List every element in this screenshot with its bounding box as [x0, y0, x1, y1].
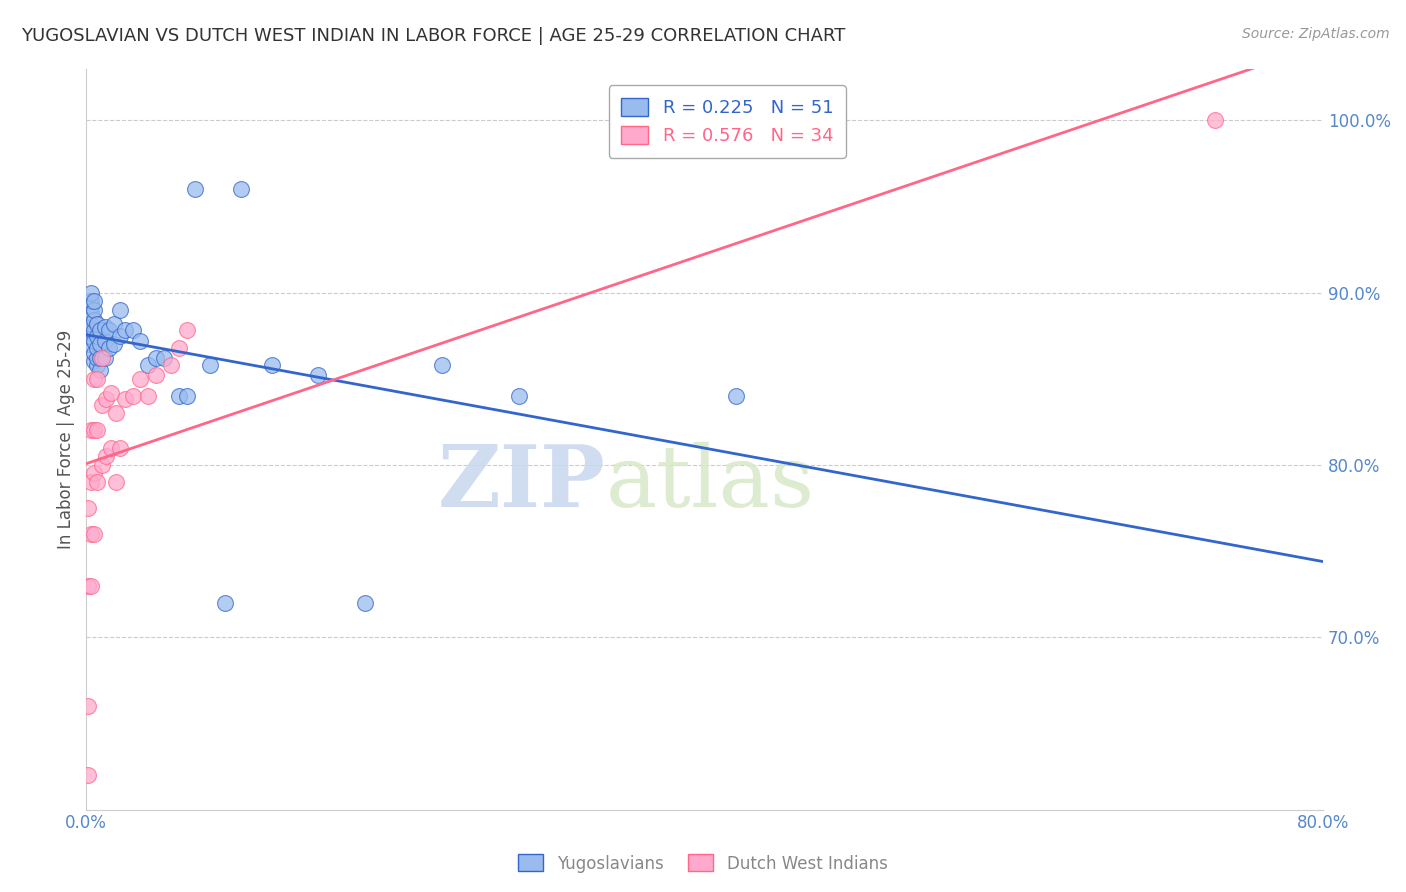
- Point: [80, 323, 103, 337]
- Point: [79, 337, 101, 351]
- Point: [98, 341, 121, 355]
- Point: [214, 596, 236, 610]
- Point: [136, 389, 159, 403]
- Point: [103, 317, 125, 331]
- Point: [79, 328, 101, 343]
- Point: [83, 323, 105, 337]
- Text: YUGOSLAVIAN VS DUTCH WEST INDIAN IN LABOR FORCE | AGE 25-29 CORRELATION CHART: YUGOSLAVIAN VS DUTCH WEST INDIAN IN LABO…: [21, 27, 845, 45]
- Point: [90, 398, 112, 412]
- Point: [121, 389, 143, 403]
- Point: [121, 323, 143, 337]
- Point: [80, 578, 103, 592]
- Point: [114, 323, 136, 337]
- Point: [80, 285, 103, 300]
- Point: [83, 334, 105, 348]
- Point: [90, 458, 112, 472]
- Point: [89, 337, 111, 351]
- Point: [83, 294, 105, 309]
- Point: [176, 323, 198, 337]
- Point: [94, 320, 117, 334]
- Text: ZIP: ZIP: [439, 442, 606, 525]
- Point: [83, 467, 105, 481]
- Point: [94, 334, 117, 348]
- Point: [83, 354, 105, 368]
- Point: [76, 768, 98, 782]
- Point: [198, 358, 221, 372]
- Point: [76, 500, 98, 515]
- Point: [183, 182, 205, 196]
- Point: [80, 306, 103, 320]
- Point: [167, 389, 190, 403]
- Point: [86, 424, 108, 438]
- Point: [100, 385, 122, 400]
- Point: [260, 358, 283, 372]
- Point: [152, 351, 174, 365]
- Point: [229, 182, 252, 196]
- Point: [94, 351, 117, 365]
- Point: [80, 299, 103, 313]
- Point: [430, 358, 453, 372]
- Point: [86, 341, 108, 355]
- Point: [83, 526, 105, 541]
- Point: [110, 441, 132, 455]
- Point: [83, 313, 105, 327]
- Point: [86, 475, 108, 489]
- Point: [80, 424, 103, 438]
- Point: [145, 351, 167, 365]
- Point: [100, 441, 122, 455]
- Point: [160, 358, 183, 372]
- Point: [83, 424, 105, 438]
- Legend: Yugoslavians, Dutch West Indians: Yugoslavians, Dutch West Indians: [512, 847, 894, 880]
- Point: [86, 351, 108, 365]
- Point: [104, 406, 127, 420]
- Point: [103, 337, 125, 351]
- Point: [98, 323, 121, 337]
- Point: [83, 302, 105, 317]
- Point: [353, 596, 375, 610]
- Point: [83, 346, 105, 360]
- Point: [86, 317, 108, 331]
- Point: [167, 341, 190, 355]
- Point: [86, 358, 108, 372]
- Point: [307, 368, 329, 383]
- Point: [129, 334, 152, 348]
- Point: [110, 302, 132, 317]
- Point: [76, 699, 98, 714]
- Point: [86, 372, 108, 386]
- Point: [89, 323, 111, 337]
- Point: [89, 351, 111, 365]
- Point: [145, 368, 167, 383]
- Point: [90, 351, 112, 365]
- Legend: R = 0.225   N = 51, R = 0.576   N = 34: R = 0.225 N = 51, R = 0.576 N = 34: [609, 85, 846, 158]
- Point: [80, 475, 103, 489]
- Point: [83, 372, 105, 386]
- Point: [96, 392, 118, 407]
- Y-axis label: In Labor Force | Age 25-29: In Labor Force | Age 25-29: [58, 329, 75, 549]
- Text: atlas: atlas: [606, 442, 815, 525]
- Point: [80, 317, 103, 331]
- Point: [508, 389, 530, 403]
- Point: [129, 372, 152, 386]
- Point: [86, 328, 108, 343]
- Point: [76, 578, 98, 592]
- Point: [176, 389, 198, 403]
- Point: [104, 475, 127, 489]
- Point: [80, 526, 103, 541]
- Point: [110, 328, 132, 343]
- Point: [89, 363, 111, 377]
- Point: [1204, 113, 1226, 128]
- Point: [114, 392, 136, 407]
- Point: [96, 450, 118, 464]
- Point: [724, 389, 747, 403]
- Text: Source: ZipAtlas.com: Source: ZipAtlas.com: [1241, 27, 1389, 41]
- Point: [136, 358, 159, 372]
- Point: [80, 294, 103, 309]
